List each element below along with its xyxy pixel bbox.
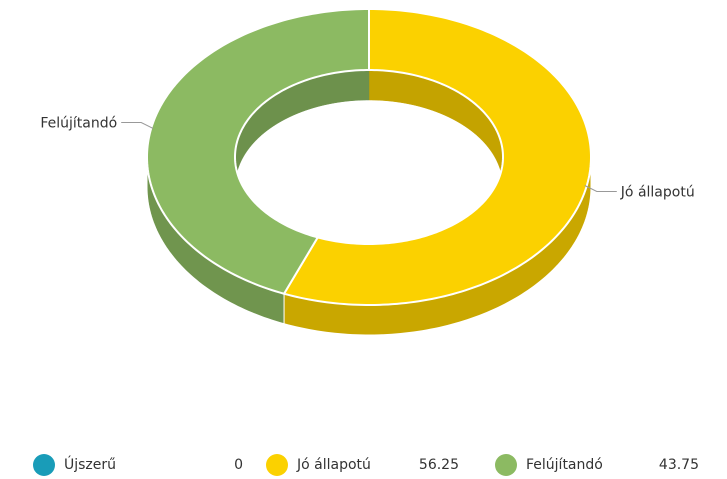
legend-label-jo-allapotu: Jó állapotú [297,457,371,473]
legend-item-ujszeru[interactable]: Újszerű [33,452,116,478]
donut-chart-plot: Jó állapotú Felújítandó [40,8,695,336]
leader-line-felujitando [121,122,154,129]
legend-label-ujszeru: Újszerű [64,457,117,473]
chart-legend: Újszerű 0 Jó állapotú 56.25 Felújítandó … [33,452,723,478]
slice-felujitando[interactable] [146,8,370,295]
legend-item-felujitando[interactable]: Felújítandó [495,452,603,478]
legend-swatch-felujitando [495,454,517,476]
legend-value-ujszeru: 0 [234,457,243,473]
slice-label-jo-allapotu: Jó állapotú [620,185,695,201]
legend-value-felujitando: 43.75 [658,457,699,473]
legend-swatch-jo-allapotu [266,454,288,476]
legend-value-jo-allapotu: 56.25 [418,457,459,473]
legend-swatch-ujszeru [33,454,55,476]
leader-line-jo-allapotu [584,185,617,192]
legend-item-jo-allapotu[interactable]: Jó állapotú [266,452,371,478]
legend-label-felujitando: Felújítandó [526,457,603,473]
slice-label-felujitando: Felújítandó [40,116,117,132]
